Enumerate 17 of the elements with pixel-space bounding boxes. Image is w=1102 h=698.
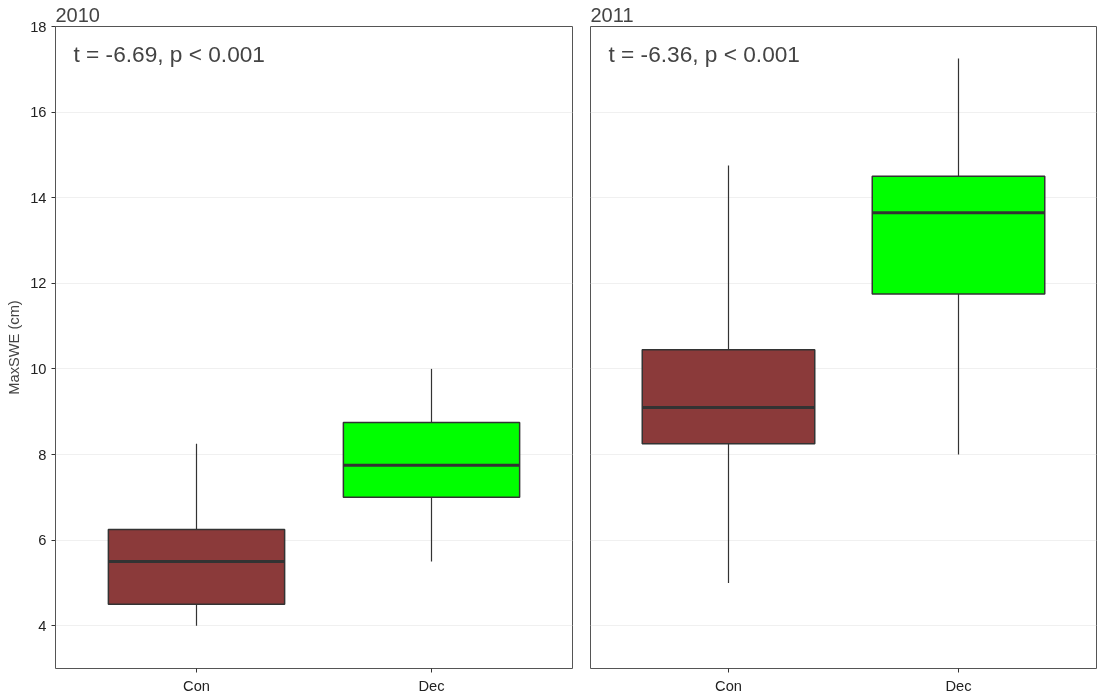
y-tick-label: 18 bbox=[30, 18, 47, 35]
annotation: t = -6.69, p < 0.001 bbox=[73, 40, 265, 67]
x-tick-label: Dec bbox=[418, 677, 445, 694]
x-tick-label: Con bbox=[183, 677, 210, 694]
y-tick-label: 14 bbox=[30, 189, 47, 206]
chart-title: 2010 bbox=[55, 3, 100, 26]
x-tick-label: Con bbox=[715, 677, 742, 694]
x-tick-label: Dec bbox=[945, 677, 972, 694]
annotation: t = -6.36, p < 0.001 bbox=[608, 40, 800, 67]
y-tick-label: 10 bbox=[30, 360, 47, 377]
y-axis-title: MaxSWE (cm) bbox=[6, 300, 23, 395]
y-tick-label: 6 bbox=[38, 532, 47, 549]
y-tick-label: 12 bbox=[30, 275, 47, 292]
y-tick-label: 8 bbox=[38, 446, 47, 463]
y-tick-label: 4 bbox=[38, 617, 47, 634]
chart-title: 2011 bbox=[590, 3, 634, 26]
y-tick-label: 16 bbox=[30, 104, 47, 121]
